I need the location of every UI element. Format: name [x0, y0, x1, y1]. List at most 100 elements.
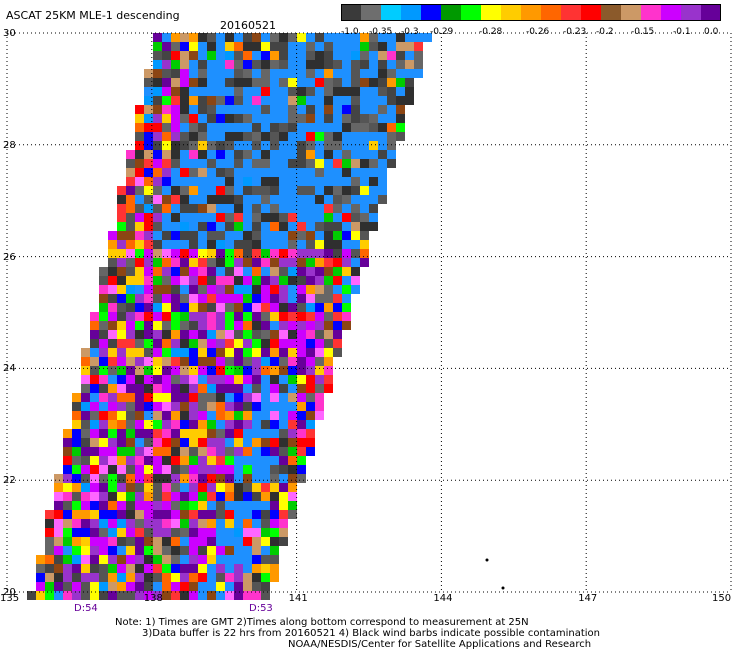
- swath-cell: [297, 276, 306, 285]
- swath-cell: [270, 285, 279, 294]
- swath-cell: [180, 240, 189, 249]
- swath-cell: [279, 447, 288, 456]
- swath-cell: [162, 231, 171, 240]
- swath-cell: [315, 141, 324, 150]
- swath-cell: [153, 114, 162, 123]
- swath-cell: [54, 474, 63, 483]
- colorbar-swatch: [581, 4, 601, 21]
- time-label-left: D:54: [74, 603, 98, 614]
- swath-cell: [315, 258, 324, 267]
- swath-cell: [216, 123, 225, 132]
- swath-cell: [72, 492, 81, 501]
- swath-cell: [180, 132, 189, 141]
- swath-cell: [108, 366, 117, 375]
- swath-cell: [279, 375, 288, 384]
- swath-cell: [342, 105, 351, 114]
- swath-cell: [180, 321, 189, 330]
- swath-cell: [306, 231, 315, 240]
- swath-cell: [288, 51, 297, 60]
- swath-cell: [279, 474, 288, 483]
- swath-cell: [270, 312, 279, 321]
- swath-cell: [234, 339, 243, 348]
- swath-cell: [198, 492, 207, 501]
- swath-cell: [234, 195, 243, 204]
- swath-cell: [324, 204, 333, 213]
- swath-cell: [135, 177, 144, 186]
- swath-cell: [261, 411, 270, 420]
- swath-cell: [90, 546, 99, 555]
- swath-cell: [108, 339, 117, 348]
- swath-cell: [99, 519, 108, 528]
- swath-cell: [180, 159, 189, 168]
- swath-cell: [180, 312, 189, 321]
- swath-cell: [243, 33, 252, 42]
- swath-cell: [117, 402, 126, 411]
- swath-cell: [315, 411, 324, 420]
- colorbar-swatch: [421, 4, 441, 21]
- swath-cell: [243, 303, 252, 312]
- swath-cell: [234, 591, 243, 600]
- swath-cell: [252, 294, 261, 303]
- swath-cell: [189, 204, 198, 213]
- swath-cell: [171, 168, 180, 177]
- swath-cell: [297, 195, 306, 204]
- swath-cell: [378, 114, 387, 123]
- swath-cell: [135, 195, 144, 204]
- swath-cell: [171, 420, 180, 429]
- swath-cell: [288, 267, 297, 276]
- swath-cell: [189, 429, 198, 438]
- swath-cell: [126, 501, 135, 510]
- swath-cell: [162, 186, 171, 195]
- swath-cell: [306, 429, 315, 438]
- swath-cell: [135, 204, 144, 213]
- swath-cell: [171, 249, 180, 258]
- swath-cell: [261, 150, 270, 159]
- swath-cell: [126, 537, 135, 546]
- swath-cell: [396, 51, 405, 60]
- swath-cell: [270, 69, 279, 78]
- swath-cell: [162, 411, 171, 420]
- swath-cell: [216, 231, 225, 240]
- swath-cell: [63, 519, 72, 528]
- swath-cell: [144, 105, 153, 114]
- swath-cell: [243, 573, 252, 582]
- swath-cell: [234, 204, 243, 213]
- swath-cell: [126, 186, 135, 195]
- swath-cell: [189, 420, 198, 429]
- swath-cell: [270, 33, 279, 42]
- swath-cell: [351, 123, 360, 132]
- swath-cell: [378, 186, 387, 195]
- swath-cell: [162, 474, 171, 483]
- swath-cell: [171, 267, 180, 276]
- swath-cell: [81, 492, 90, 501]
- swath-cell: [81, 420, 90, 429]
- swath-cell: [171, 303, 180, 312]
- swath-cell: [252, 321, 261, 330]
- swath-cell: [243, 555, 252, 564]
- swath-cell: [270, 87, 279, 96]
- swath-cell: [99, 393, 108, 402]
- swath-cell: [144, 402, 153, 411]
- swath-cell: [252, 474, 261, 483]
- swath-cell: [99, 348, 108, 357]
- swath-cell: [162, 438, 171, 447]
- swath-cell: [324, 69, 333, 78]
- swath-cell: [396, 78, 405, 87]
- swath-cell: [315, 330, 324, 339]
- swath-cell: [189, 564, 198, 573]
- swath-cell: [180, 348, 189, 357]
- swath-cell: [207, 303, 216, 312]
- swath-cell: [144, 420, 153, 429]
- swath-cell: [99, 456, 108, 465]
- swath-cell: [180, 438, 189, 447]
- swath-cell: [108, 303, 117, 312]
- swath-cell: [234, 573, 243, 582]
- swath-cell: [324, 267, 333, 276]
- swath-cell: [225, 537, 234, 546]
- swath-cell: [198, 537, 207, 546]
- swath-cell: [198, 168, 207, 177]
- swath-cell: [63, 438, 72, 447]
- swath-cell: [216, 87, 225, 96]
- swath-cell: [333, 321, 342, 330]
- swath-cell: [135, 312, 144, 321]
